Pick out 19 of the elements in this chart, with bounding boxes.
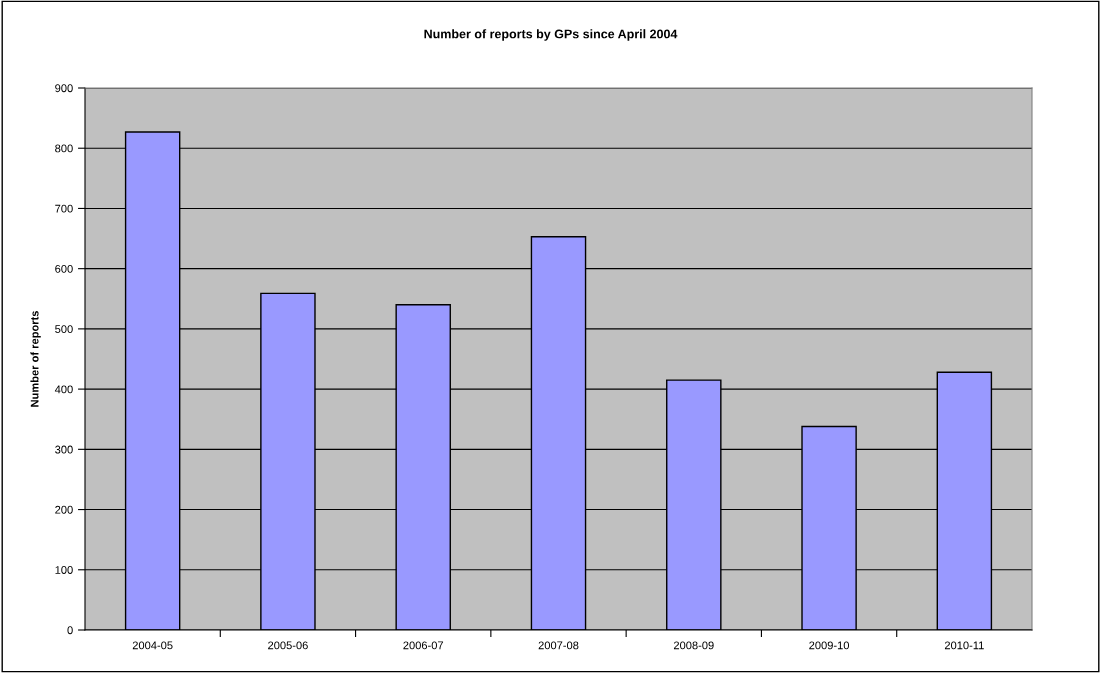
y-tick-label: 0: [67, 626, 73, 635]
y-tick-label: 500: [55, 325, 73, 334]
x-tick-label: 2006-07: [403, 641, 444, 650]
y-tick-label: 200: [55, 505, 73, 514]
y-tick-label: 700: [55, 204, 73, 213]
x-tick-label: 2009-10: [809, 641, 850, 650]
y-axis-title: Number of reports: [30, 310, 41, 407]
y-tick-label: 100: [55, 566, 73, 574]
x-tick-label: 2010-11: [944, 641, 984, 650]
y-tick-label: 300: [55, 445, 73, 454]
y-tick-label: 400: [54, 385, 73, 394]
x-tick-label: 2004-05: [132, 641, 173, 650]
chart-title: Number of reports by GPs since April 2004: [424, 29, 678, 41]
y-tick-label: 800: [55, 144, 73, 153]
y-tick-label: 600: [55, 264, 73, 273]
x-tick-label: 2005-06: [268, 641, 308, 650]
x-tick-label: 2008-09: [673, 641, 714, 650]
x-tick-label: 2007-08: [538, 641, 579, 650]
y-tick-label: 900: [55, 84, 73, 93]
